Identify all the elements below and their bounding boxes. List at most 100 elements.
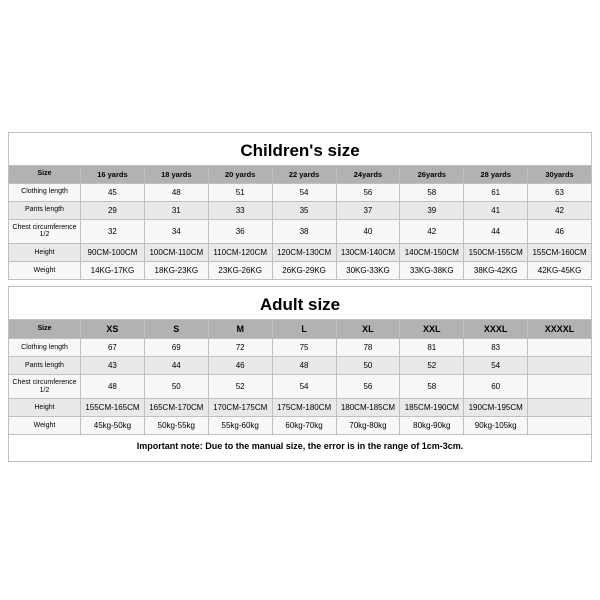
cell: 42KG-45KG (528, 262, 592, 280)
col-header: XXXXL (528, 320, 592, 339)
table-row: Height90CM-100CM100CM-110CM110CM-120CM12… (9, 244, 592, 262)
cell (528, 357, 592, 375)
cell: 44 (464, 219, 528, 243)
col-header: 30yards (528, 165, 592, 183)
col-header: Size (9, 165, 81, 183)
col-header: M (208, 320, 272, 339)
cell: 55kg-60kg (208, 417, 272, 435)
cell: 35 (272, 201, 336, 219)
cell: 67 (81, 339, 145, 357)
cell: 155CM-160CM (528, 244, 592, 262)
cell: 45kg-50kg (81, 417, 145, 435)
cell: 54 (272, 375, 336, 399)
cell (528, 339, 592, 357)
table-row: Chest circumference 1/23234363840424446 (9, 219, 592, 243)
cell: 72 (208, 339, 272, 357)
table-row: Chest circumference 1/248505254565860 (9, 375, 592, 399)
cell: 54 (272, 183, 336, 201)
cell: 33KG-38KG (400, 262, 464, 280)
cell (528, 417, 592, 435)
row-label: Height (9, 399, 81, 417)
cell: 48 (272, 357, 336, 375)
cell: 34 (144, 219, 208, 243)
cell: 90kg-105kg (464, 417, 528, 435)
children-title: Children's size (8, 132, 592, 165)
children-header-row: Size 16 yards 18 yards 20 yards 22 yards… (9, 165, 592, 183)
adult-title: Adult size (8, 286, 592, 319)
cell: 140CM-150CM (400, 244, 464, 262)
col-header: Size (9, 320, 81, 339)
children-table: Size 16 yards 18 yards 20 yards 22 yards… (8, 165, 592, 280)
adult-header-row: Size XS S M L XL XXL XXXL XXXXL (9, 320, 592, 339)
cell: 58 (400, 183, 464, 201)
cell: 100CM-110CM (144, 244, 208, 262)
cell: 36 (208, 219, 272, 243)
cell: 180CM-185CM (336, 399, 400, 417)
cell: 175CM-180CM (272, 399, 336, 417)
row-label: Pants length (9, 201, 81, 219)
cell: 26KG-29KG (272, 262, 336, 280)
cell: 81 (400, 339, 464, 357)
cell: 80kg-90kg (400, 417, 464, 435)
col-header: 16 yards (81, 165, 145, 183)
cell: 50 (336, 357, 400, 375)
row-label: Clothing length (9, 339, 81, 357)
cell: 63 (528, 183, 592, 201)
cell: 110CM-120CM (208, 244, 272, 262)
cell: 90CM-100CM (81, 244, 145, 262)
table-row: Weight45kg-50kg50kg-55kg55kg-60kg60kg-70… (9, 417, 592, 435)
footnote: Important note: Due to the manual size, … (8, 435, 592, 462)
row-label: Height (9, 244, 81, 262)
cell: 43 (81, 357, 145, 375)
cell: 14KG-17KG (81, 262, 145, 280)
children-size-section: Children's size Size 16 yards 18 yards 2… (8, 132, 592, 280)
cell: 46 (528, 219, 592, 243)
cell: 60kg-70kg (272, 417, 336, 435)
cell: 58 (400, 375, 464, 399)
cell: 61 (464, 183, 528, 201)
cell: 38KG-42KG (464, 262, 528, 280)
cell: 50kg-55kg (144, 417, 208, 435)
table-row: Clothing length67697275788183 (9, 339, 592, 357)
adult-table: Size XS S M L XL XXL XXXL XXXXL Clothing… (8, 319, 592, 435)
cell: 165CM-170CM (144, 399, 208, 417)
cell: 23KG-26KG (208, 262, 272, 280)
cell: 39 (400, 201, 464, 219)
cell: 18KG-23KG (144, 262, 208, 280)
cell: 29 (81, 201, 145, 219)
cell: 75 (272, 339, 336, 357)
cell: 150CM-155CM (464, 244, 528, 262)
cell: 38 (272, 219, 336, 243)
cell: 56 (336, 183, 400, 201)
col-header: S (144, 320, 208, 339)
table-row: Pants length43444648505254 (9, 357, 592, 375)
cell: 69 (144, 339, 208, 357)
cell: 130CM-140CM (336, 244, 400, 262)
cell: 42 (400, 219, 464, 243)
cell: 56 (336, 375, 400, 399)
cell: 33 (208, 201, 272, 219)
row-label: Weight (9, 417, 81, 435)
cell: 70kg-80kg (336, 417, 400, 435)
cell: 44 (144, 357, 208, 375)
cell: 48 (81, 375, 145, 399)
cell: 78 (336, 339, 400, 357)
cell: 32 (81, 219, 145, 243)
cell: 42 (528, 201, 592, 219)
cell: 48 (144, 183, 208, 201)
col-header: 24yards (336, 165, 400, 183)
cell: 40 (336, 219, 400, 243)
row-label: Clothing length (9, 183, 81, 201)
cell: 83 (464, 339, 528, 357)
table-row: Height155CM-165CM165CM-170CM170CM-175CM1… (9, 399, 592, 417)
cell: 51 (208, 183, 272, 201)
col-header: 28 yards (464, 165, 528, 183)
table-row: Weight14KG-17KG18KG-23KG23KG-26KG26KG-29… (9, 262, 592, 280)
row-label: Weight (9, 262, 81, 280)
cell: 41 (464, 201, 528, 219)
col-header: 26yards (400, 165, 464, 183)
cell: 50 (144, 375, 208, 399)
cell (528, 399, 592, 417)
cell: 30KG-33KG (336, 262, 400, 280)
col-header: XS (81, 320, 145, 339)
